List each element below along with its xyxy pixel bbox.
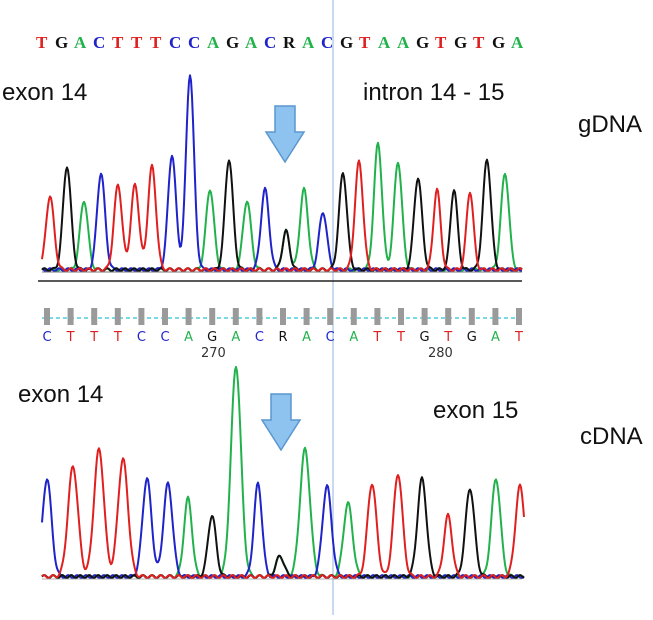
gdna-base: T (473, 33, 485, 52)
quality-bar (138, 308, 145, 325)
gdna-mutation-arrow-icon (264, 105, 306, 164)
gdna-base: A (74, 33, 87, 52)
cdna-base: C (255, 330, 264, 345)
trace-t (41, 447, 525, 579)
cdna-base: A (184, 330, 193, 345)
quality-bar (374, 308, 381, 325)
quality-bar (162, 308, 168, 325)
gdna-base: C (169, 33, 181, 52)
position-label-280: 280 (428, 346, 453, 361)
trace-g (41, 476, 525, 579)
cdna-mutation-arrow-icon (260, 393, 302, 452)
gdna-label-exon: exon 14 (2, 79, 87, 106)
cdna-base: C (137, 330, 146, 345)
quality-bar (421, 308, 428, 325)
quality-bar (280, 308, 286, 325)
gdna-base: C (188, 33, 200, 52)
cdna-base: A (491, 330, 500, 345)
cdna-base: T (443, 330, 452, 345)
quality-bar (256, 308, 263, 325)
cdna-tag: cDNA (580, 423, 643, 450)
gdna-base: G (226, 33, 239, 52)
quality-bar (209, 308, 216, 325)
quality-bar (516, 308, 522, 325)
gdna-base: T (112, 33, 124, 52)
cdna-base: T (66, 330, 75, 345)
quality-bar (91, 308, 98, 325)
quality-bar (327, 308, 334, 325)
cdna-base: T (113, 330, 122, 345)
quality-bar (350, 308, 357, 325)
gdna-base: T (131, 33, 143, 52)
gdna-base: T (359, 33, 371, 52)
quality-bar (114, 308, 121, 325)
cdna-base: A (349, 330, 358, 345)
gdna-base: A (302, 33, 315, 52)
quality-bars (44, 308, 522, 325)
cdna-label-exon-14: exon 14 (18, 381, 103, 408)
cdna-base: T (372, 330, 381, 345)
quality-bar (492, 308, 499, 325)
cdna-base: G (207, 330, 217, 345)
gdna-tag: gDNA (578, 111, 642, 138)
gdna-base: A (245, 33, 258, 52)
gdna-base: G (454, 33, 467, 52)
cdna-base: T (514, 330, 523, 345)
gdna-base: T (150, 33, 162, 52)
quality-bar (232, 308, 239, 325)
quality-bar (303, 308, 310, 325)
cdna-chromatogram-trace (41, 365, 525, 579)
quality-bar (44, 308, 50, 325)
gdna-base: A (378, 33, 391, 52)
gdna-base: A (207, 33, 220, 52)
cdna-base: C (326, 330, 335, 345)
gdna-base: C (264, 33, 276, 52)
position-label-270: 270 (201, 346, 226, 361)
cdna-base: T (89, 330, 98, 345)
gdna-base: G (55, 33, 68, 52)
quality-bar (185, 308, 192, 325)
cdna-base: C (160, 330, 169, 345)
gdna-base: G (492, 33, 505, 52)
trace-t (41, 159, 523, 272)
quality-bar (445, 308, 452, 325)
cdna-base: T (396, 330, 405, 345)
gdna-base: R (283, 33, 296, 52)
cdna-base: A (302, 330, 311, 345)
gdna-chromatogram-trace (41, 74, 523, 272)
gdna-base: C (321, 33, 333, 52)
gdna-base: G (416, 33, 429, 52)
quality-bar (67, 308, 74, 325)
cdna-label-exon-15: exon 15 (433, 397, 518, 424)
gdna-base: A (397, 33, 410, 52)
gdna-base: T (36, 33, 48, 52)
cdna-base: C (42, 330, 51, 345)
gdna-base: G (340, 33, 353, 52)
trace-g (41, 158, 523, 272)
cdna-base: G (467, 330, 477, 345)
cdna-base: G (420, 330, 430, 345)
cdna-base: A (231, 330, 240, 345)
quality-bar (398, 308, 404, 325)
gdna-base: C (93, 33, 105, 52)
gdna-base: T (435, 33, 447, 52)
gdna-label-intron: intron 14 - 15 (363, 79, 504, 106)
gdna-base: A (511, 33, 524, 52)
quality-bar (468, 308, 475, 325)
trace-c (41, 477, 525, 579)
cdna-base: R (278, 330, 287, 345)
